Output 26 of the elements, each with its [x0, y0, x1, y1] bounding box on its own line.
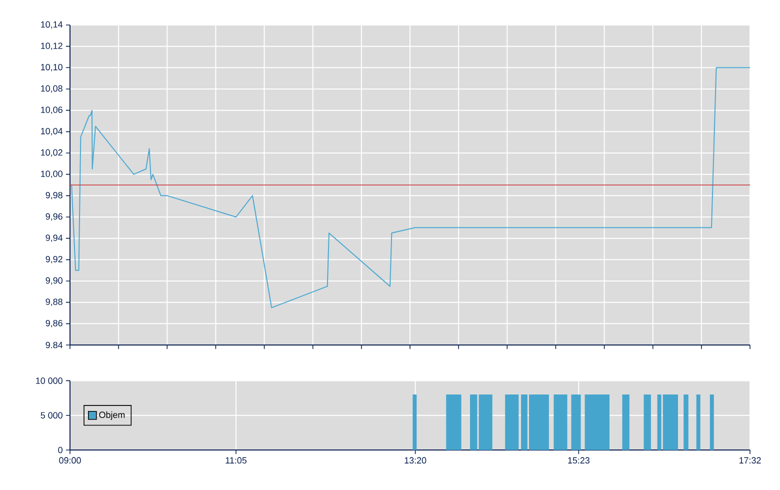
x-tick-label: 11:05 — [226, 457, 247, 464]
y-tick-label: 10,08 — [41, 85, 62, 93]
y-tick-label: 10,04 — [41, 128, 63, 136]
y-tick-label: 10,10 — [41, 64, 62, 72]
y-tick-label: 10,14 — [41, 21, 63, 29]
y-tick-label: 9,90 — [46, 277, 62, 285]
x-tick-label: 15:23 — [568, 457, 590, 464]
legend-label: Objem — [99, 411, 125, 420]
y-tick-label: 9,88 — [46, 298, 62, 306]
y-tick-label: 10,12 — [41, 42, 62, 50]
y-tick-label: 9,86 — [46, 320, 62, 328]
y-tick-label: 9,98 — [46, 192, 62, 200]
y-tick-label: 5 000 — [40, 412, 62, 419]
y-tick-label: 9.84 — [46, 342, 63, 348]
x-tick-label: 17:32 — [739, 457, 761, 464]
y-tick-label: 10,06 — [41, 106, 62, 114]
y-tick-label: 10 000 — [36, 378, 62, 384]
y-tick-label: 0 — [58, 446, 62, 454]
x-tick-label: 13:20 — [404, 457, 426, 464]
y-tick-label: 9,94 — [46, 234, 63, 242]
y-tick-label: 10,00 — [41, 170, 62, 178]
line-series — [71, 67, 750, 308]
y-tick-label: 9,92 — [46, 256, 62, 264]
y-tick-label: 10,02 — [41, 149, 62, 157]
y-tick-label: 9,96 — [46, 213, 62, 221]
x-tick-label: 09:00 — [59, 457, 81, 464]
